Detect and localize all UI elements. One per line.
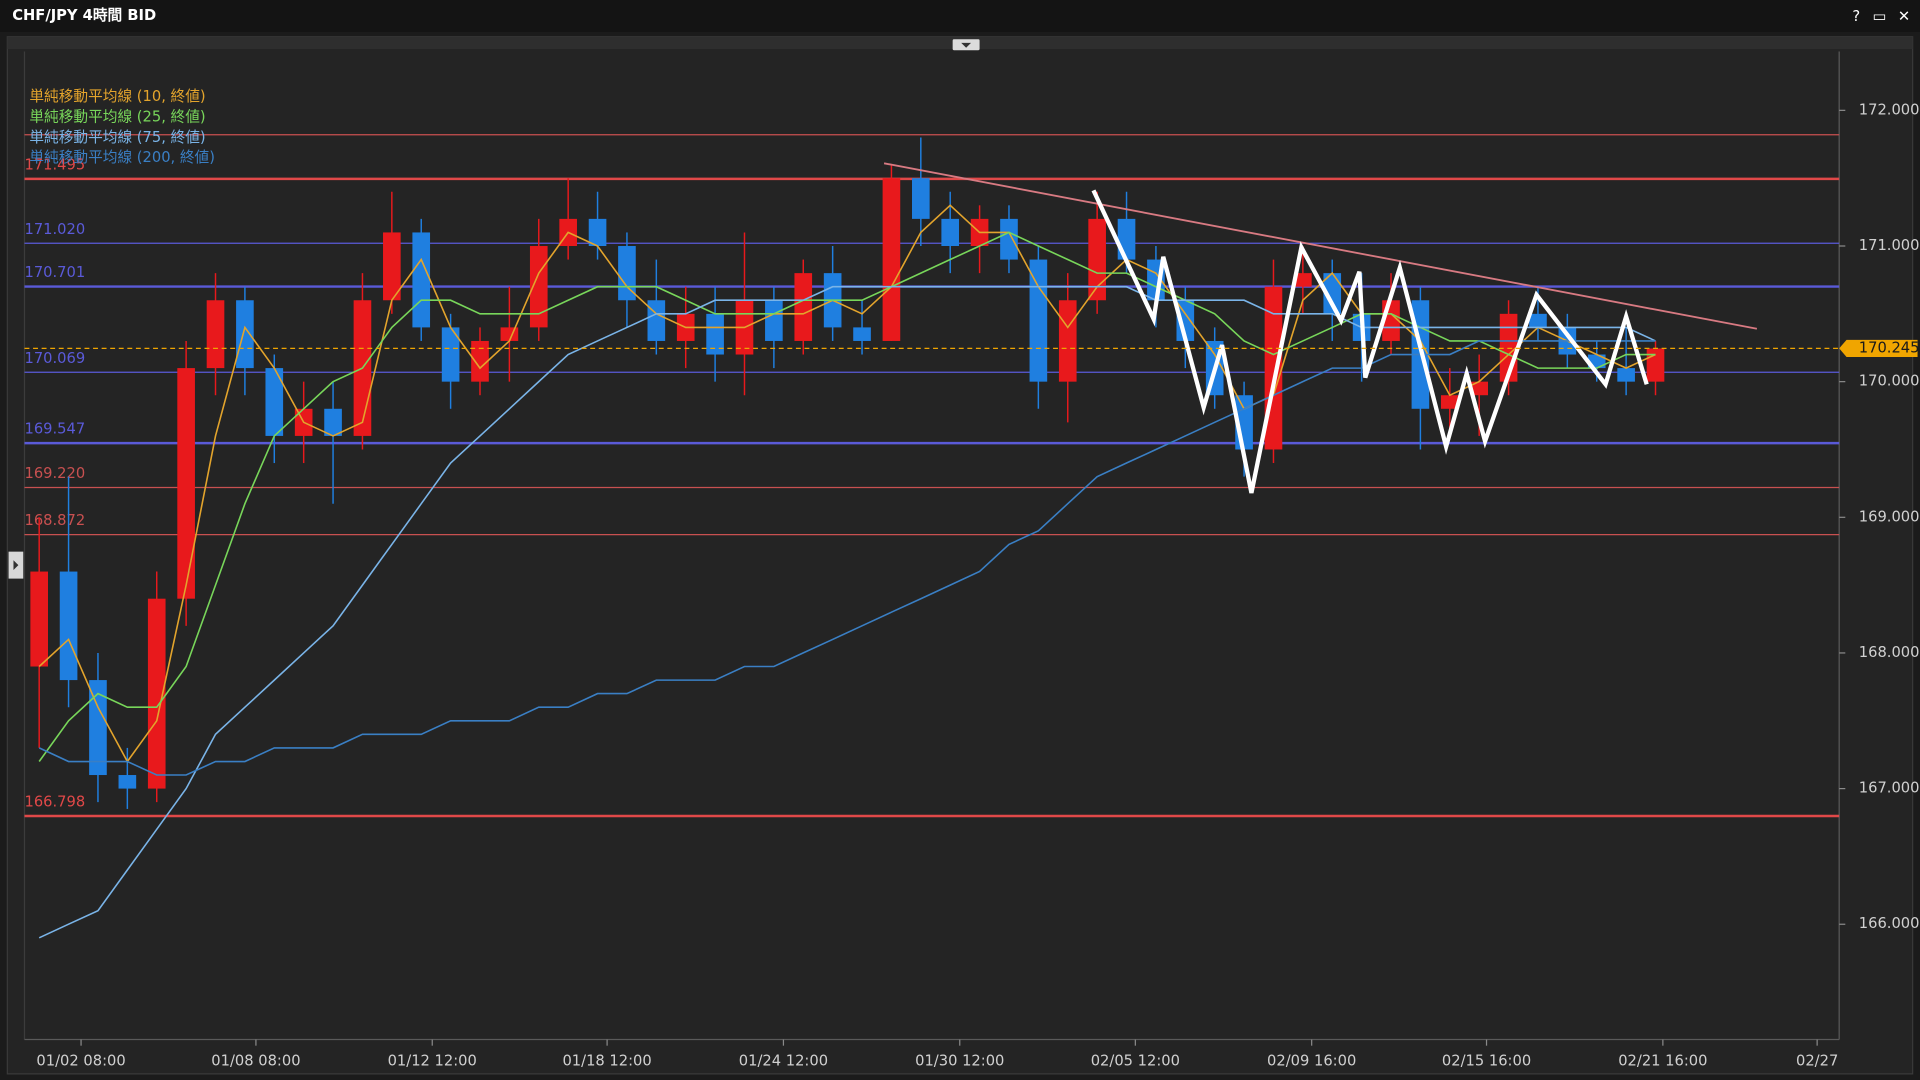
legend-entry: 単純移動平均線 (200, 終値) bbox=[29, 149, 215, 166]
level-label: 170.701 bbox=[24, 264, 85, 281]
candle-body bbox=[1294, 273, 1312, 287]
level-label: 171.495 bbox=[24, 156, 85, 173]
x-tick-label: 01/30 12:00 bbox=[915, 1053, 1004, 1070]
candle-body bbox=[412, 232, 431, 328]
y-tick-label: 168.000 bbox=[1859, 644, 1920, 661]
candle-body bbox=[794, 273, 813, 341]
candle-body bbox=[1646, 348, 1665, 382]
legend-entry: 単純移動平均線 (75, 終値) bbox=[29, 129, 205, 146]
candle-body bbox=[89, 680, 107, 776]
x-tick-label: 01/18 12:00 bbox=[562, 1053, 651, 1070]
plot-area: 166.000 167.000 168.000 169.000 170.000 171.0… bbox=[24, 88, 1919, 1070]
last-price-label: 170.245 bbox=[1859, 339, 1920, 356]
candle-body bbox=[383, 232, 401, 301]
candle-body bbox=[588, 218, 607, 247]
candle-body bbox=[853, 327, 871, 341]
level-label: 170.069 bbox=[24, 350, 85, 367]
x-tick-label: 01/24 12:00 bbox=[739, 1053, 828, 1070]
candle-body bbox=[30, 571, 48, 667]
title-bar bbox=[0, 0, 1920, 32]
level-label: 171.020 bbox=[24, 221, 85, 238]
candle-body bbox=[647, 300, 666, 341]
close-button[interactable]: ✕ bbox=[1898, 8, 1910, 25]
x-tick-label: 02/27 bbox=[1796, 1053, 1838, 1070]
candle-body bbox=[206, 300, 225, 369]
candle-body bbox=[1088, 218, 1106, 301]
candle-body bbox=[147, 598, 166, 789]
y-tick-label: 169.000 bbox=[1859, 508, 1920, 525]
candle-body bbox=[177, 368, 195, 599]
candle-body bbox=[236, 300, 254, 369]
side-toggle-arrow bbox=[13, 560, 19, 571]
level-label: 169.220 bbox=[24, 465, 85, 482]
candle-body bbox=[118, 775, 137, 789]
level-label: 169.547 bbox=[24, 421, 85, 438]
last-price-marker bbox=[1839, 339, 1918, 358]
zigzag-line bbox=[1091, 189, 1649, 494]
y-tick-label: 172.000 bbox=[1859, 101, 1920, 118]
y-tick-label: 170.000 bbox=[1859, 373, 1920, 390]
x-tick-label: 02/09 16:00 bbox=[1267, 1053, 1356, 1070]
candle-body bbox=[706, 313, 724, 355]
candle-body bbox=[1058, 300, 1077, 382]
x-tick-label: 01/08 08:00 bbox=[211, 1053, 300, 1070]
maximize-button[interactable]: ▭ bbox=[1873, 8, 1887, 25]
candle-body bbox=[1029, 259, 1048, 382]
candle-body bbox=[59, 571, 78, 681]
x-tick-label: 01/12 12:00 bbox=[388, 1053, 477, 1070]
candle-body bbox=[1470, 381, 1489, 396]
x-tick-label: 01/02 08:00 bbox=[36, 1053, 125, 1070]
moving-average-line bbox=[38, 285, 1656, 939]
level-label: 168.872 bbox=[24, 512, 85, 529]
legend-entry: 単純移動平均線 (25, 終値) bbox=[29, 108, 205, 125]
y-tick-label: 166.000 bbox=[1859, 915, 1920, 932]
help-button[interactable]: ? bbox=[1852, 8, 1860, 25]
window-title: CHF/JPY 4時間 BID bbox=[12, 6, 156, 24]
y-tick-label: 171.000 bbox=[1859, 237, 1920, 254]
candle-body bbox=[441, 327, 460, 382]
candle-body bbox=[1000, 218, 1018, 260]
candle-body bbox=[265, 368, 284, 436]
chart-panel bbox=[6, 36, 1914, 1075]
level-label: 166.798 bbox=[24, 794, 85, 811]
legend-entry: 単純移動平均線 (10, 終値) bbox=[29, 88, 205, 105]
y-tick-label: 167.000 bbox=[1859, 780, 1920, 797]
candle-body bbox=[882, 178, 901, 341]
candle-body bbox=[1323, 273, 1342, 314]
moving-average-line bbox=[38, 340, 1656, 776]
candle-body bbox=[471, 340, 489, 382]
candle-body bbox=[1440, 395, 1459, 409]
candle-body bbox=[1117, 218, 1136, 260]
candle-body bbox=[1529, 313, 1547, 328]
collapse-arrow bbox=[961, 42, 972, 48]
x-tick-label: 02/21 16:00 bbox=[1618, 1053, 1707, 1070]
candle-body bbox=[941, 218, 960, 247]
candle-body bbox=[765, 300, 783, 341]
trendline bbox=[883, 162, 1758, 330]
candle-body bbox=[324, 408, 342, 436]
candle-body bbox=[1617, 368, 1635, 382]
x-tick-label: 02/05 12:00 bbox=[1091, 1053, 1180, 1070]
candle-body bbox=[912, 178, 930, 219]
x-tick-label: 02/15 16:00 bbox=[1442, 1053, 1531, 1070]
